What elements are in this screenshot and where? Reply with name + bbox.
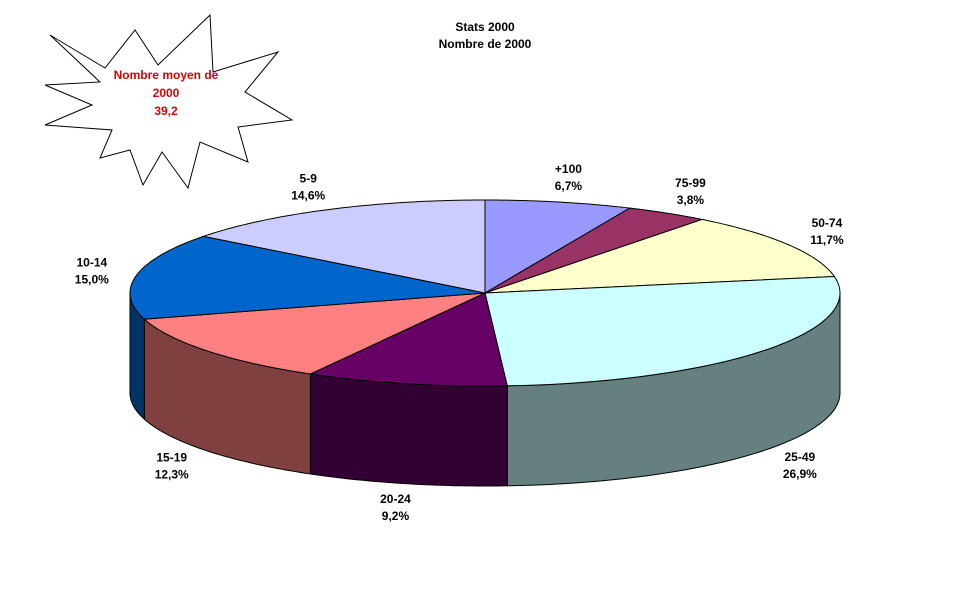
pie-slice <box>484 275 841 387</box>
slice-label: 75-99 <box>675 176 706 190</box>
value-label: 26,9% <box>783 467 817 481</box>
slice-label: 25-49 <box>784 450 815 464</box>
tops <box>129 199 841 387</box>
pie-slice <box>143 292 486 375</box>
pie-slice <box>484 207 705 294</box>
slice-label: +100 <box>555 162 582 176</box>
value-label: 3,8% <box>677 193 705 207</box>
chart-subtitle: Nombre de 2000 <box>439 37 532 51</box>
slice-label: 5-9 <box>300 171 318 185</box>
pie-slice <box>201 199 486 294</box>
pie-slice <box>484 218 836 294</box>
chart-title: Stats 2000 <box>455 20 515 34</box>
annotation: Nombre moyen de <box>114 68 219 82</box>
starburst <box>44 13 294 190</box>
slice-label: 15-19 <box>156 451 187 465</box>
annotation: 2000 <box>153 86 180 100</box>
slice-label: 20-24 <box>380 492 411 506</box>
value-label: 11,7% <box>810 233 844 247</box>
value-label: 12,3% <box>155 468 189 482</box>
pie-slice <box>484 199 632 294</box>
value-label: 9,2% <box>382 509 410 523</box>
pie-wall <box>309 373 508 487</box>
value-label: 15,0% <box>75 272 109 286</box>
pie-slice <box>129 235 486 320</box>
slice-label: 10-14 <box>76 255 107 269</box>
annotation: 39,2 <box>154 104 178 118</box>
slice-label: 50-74 <box>812 216 843 230</box>
walls <box>129 292 841 487</box>
labels: +100 6,7% 75-99 3,8% 50-74 11,7% 25-49 26,9% 20-… <box>75 162 844 523</box>
pie-slice <box>308 292 508 387</box>
value-label: 6,7% <box>555 179 583 193</box>
value-label: 14,6% <box>291 188 325 202</box>
